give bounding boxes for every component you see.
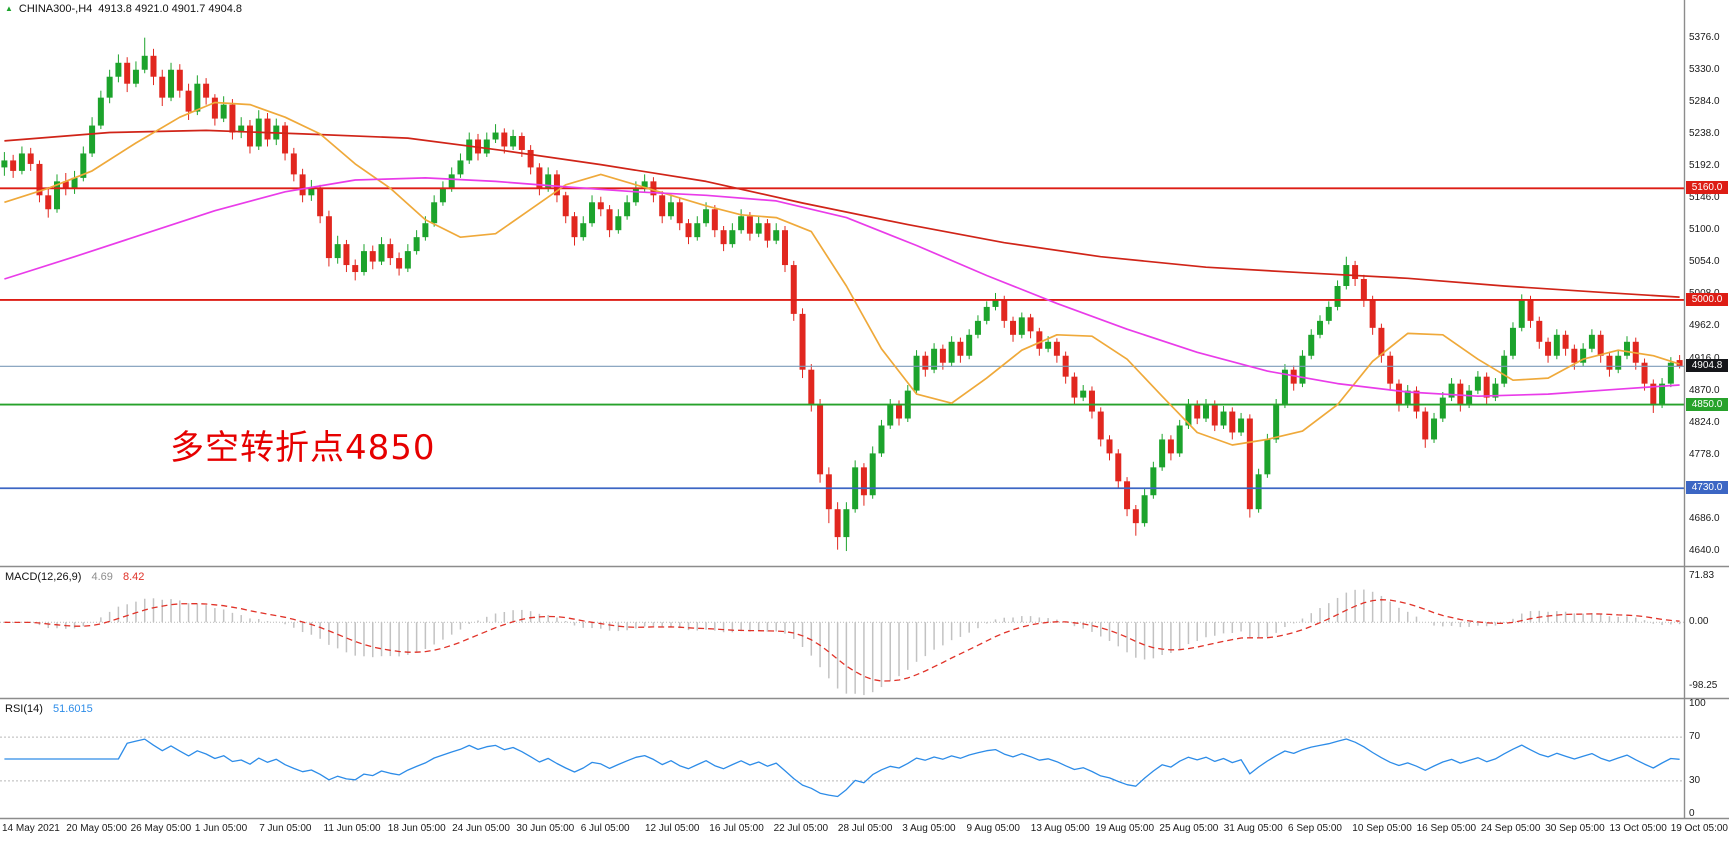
time-axis-label: 18 Jun 05:00 <box>387 823 446 834</box>
time-axis-label: 24 Jun 05:00 <box>452 823 510 834</box>
macd-tick-label: 0.00 <box>1689 616 1709 628</box>
time-axis-label: 1 Jun 05:00 <box>194 823 248 834</box>
price-tick-label: 4778.0 <box>1689 448 1720 460</box>
time-axis-label: 9 Aug 05:00 <box>966 823 1020 834</box>
price-tick-label: 4916.0 <box>1689 352 1720 364</box>
time-axis-label: 3 Aug 05:00 <box>902 823 956 834</box>
time-axis-label: 6 Sep 05:00 <box>1288 823 1342 834</box>
price-tick-label: 5376.0 <box>1689 31 1720 43</box>
time-axis-label: 28 Jul 05:00 <box>837 823 893 834</box>
chart-header: ▲ CHINA300-,H4 4913.8 4921.0 4901.7 4904… <box>5 3 242 15</box>
time-axis-label: 26 May 05:00 <box>130 823 192 834</box>
macd-indicator-label: MACD(12,26,9) 4.69 8.42 <box>5 571 144 583</box>
macd-signal-value: 8.42 <box>122 571 145 583</box>
macd-tick-label: 71.83 <box>1689 569 1715 581</box>
time-axis-label: 22 Jul 05:00 <box>773 823 829 834</box>
time-axis-label: 24 Sep 05:00 <box>1480 823 1541 834</box>
rsi-indicator-label: RSI(14) 51.6015 <box>5 703 93 715</box>
price-level-badge: 4730.0 <box>1686 481 1728 495</box>
rsi-name-label: RSI(14) <box>5 703 43 715</box>
time-axis-label: 25 Aug 05:00 <box>1159 823 1219 834</box>
rsi-tick-label: 70 <box>1689 731 1701 743</box>
time-axis-label: 13 Oct 05:00 <box>1609 823 1667 834</box>
price-tick-label: 5192.0 <box>1689 160 1720 171</box>
price-tick-label: 4640.0 <box>1689 545 1720 557</box>
time-axis-label: 16 Sep 05:00 <box>1416 823 1477 834</box>
time-axis-label: 16 Jul 05:00 <box>709 823 764 834</box>
time-axis-label: 30 Jun 05:00 <box>516 823 575 834</box>
price-tick-label: 5054.0 <box>1689 256 1720 268</box>
macd-main-value: 4.69 <box>91 571 113 583</box>
rsi-tick-label: 100 <box>1689 698 1706 710</box>
symbol-timeframe-label: CHINA300-,H4 <box>18 3 93 15</box>
price-level-badge: 4850.0 <box>1686 397 1728 411</box>
time-axis-label: 20 May 05:00 <box>66 823 127 834</box>
price-tick-label: 5284.0 <box>1689 95 1720 107</box>
time-axis-label: 19 Aug 05:00 <box>1095 823 1155 834</box>
rsi-value: 51.6015 <box>52 703 93 715</box>
time-axis-label: 11 Jun 05:00 <box>323 823 381 834</box>
price-level-badge: 4904.8 <box>1686 359 1728 373</box>
rsi-tick-label: 30 <box>1689 774 1701 786</box>
time-axis-label: 14 May 2021 <box>2 823 60 834</box>
time-axis-label: 31 Aug 05:00 <box>1223 823 1283 834</box>
price-tick-label: 4962.0 <box>1689 320 1720 332</box>
time-axis-label: 6 Jul 05:00 <box>580 823 630 834</box>
price-tick-label: 5330.0 <box>1689 63 1720 75</box>
time-axis-label: 12 Jul 05:00 <box>645 823 700 834</box>
price-tick-label: 5146.0 <box>1689 192 1720 204</box>
ohlc-values-label: 4913.8 4921.0 4901.7 4904.8 <box>98 3 243 15</box>
rsi-tick-label: 0 <box>1689 807 1695 819</box>
price-tick-label: 5238.0 <box>1689 127 1720 139</box>
up-triangle-icon: ▲ <box>5 4 13 13</box>
time-axis-label: 10 Sep 05:00 <box>1352 823 1412 834</box>
price-tick-label: 4870.0 <box>1689 384 1720 396</box>
time-axis-label: 19 Oct 05:00 <box>1670 823 1728 834</box>
macd-tick-label: -98.25 <box>1689 680 1718 692</box>
price-tick-label: 4686.0 <box>1689 512 1720 524</box>
macd-name-label: MACD(12,26,9) <box>5 571 82 583</box>
price-tick-label: 5100.0 <box>1689 224 1720 236</box>
pivot-annotation-text: 多空转折点4850 <box>170 428 436 468</box>
time-axis-label: 13 Aug 05:00 <box>1030 823 1090 834</box>
price-level-badge: 5000.0 <box>1686 292 1728 306</box>
price-tick-label: 4824.0 <box>1689 416 1720 428</box>
time-axis-label: 30 Sep 05:00 <box>1545 823 1605 834</box>
time-axis-label: 7 Jun 05:00 <box>259 823 312 834</box>
price-level-badge: 5160.0 <box>1686 181 1728 195</box>
